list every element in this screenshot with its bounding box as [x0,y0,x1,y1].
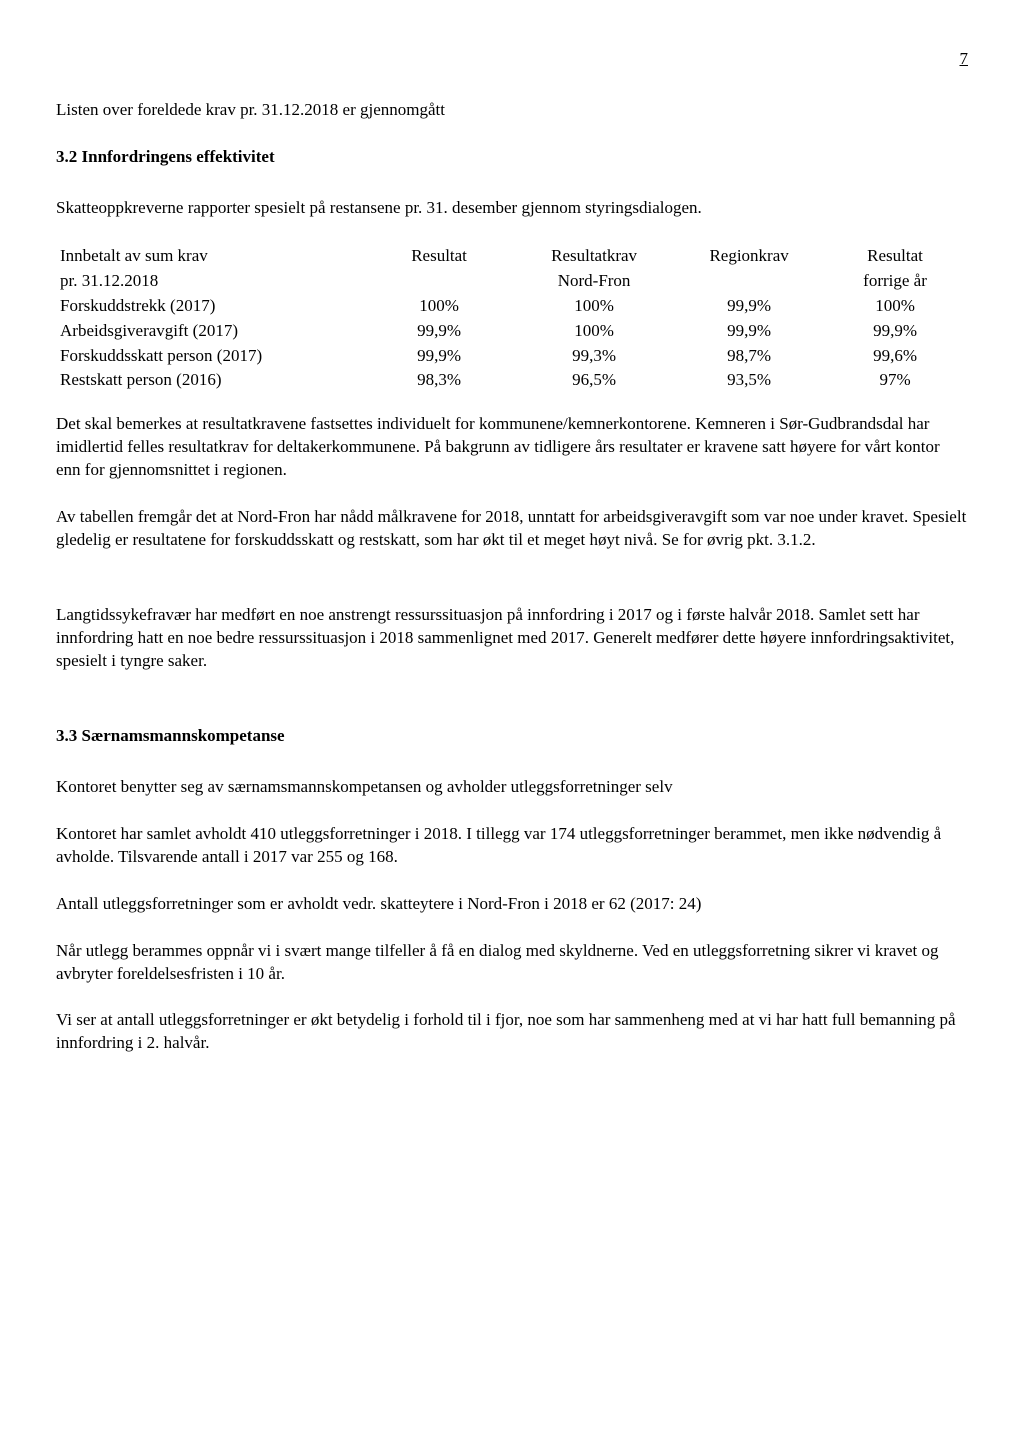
table-cell: 97% [822,368,968,393]
page-number: 7 [56,48,968,71]
section-3-3-body-5: Vi ser at antall utleggsforretninger er … [56,1009,968,1055]
section-3-2-body-3: Langtidssykefravær har medført en noe an… [56,604,968,673]
table-cell: 96,5% [512,368,676,393]
table-cell: Resultat [366,244,512,269]
section-3-3-body-1: Kontoret benytter seg av særnamsmannskom… [56,776,968,799]
results-table: Innbetalt av sum krav Resultat Resultatk… [56,244,968,394]
table-cell: 99,9% [366,344,512,369]
table-cell: 100% [822,294,968,319]
table-cell: 98,7% [676,344,822,369]
section-3-2-body-1: Det skal bemerkes at resultatkravene fas… [56,413,968,482]
section-3-3-heading: 3.3 Særnamsmannskompetanse [56,725,968,748]
table-cell [676,269,822,294]
table-cell: 98,3% [366,368,512,393]
table-row: Forskuddstrekk (2017) 100% 100% 99,9% 10… [56,294,968,319]
table-cell: 99,9% [366,319,512,344]
table-cell: Resultat [822,244,968,269]
section-3-3-body-2: Kontoret har samlet avholdt 410 utleggsf… [56,823,968,869]
section-3-3-body-4: Når utlegg berammes oppnår vi i svært ma… [56,940,968,986]
table-cell: 99,9% [676,294,822,319]
table-cell: pr. 31.12.2018 [56,269,366,294]
table-cell: 99,3% [512,344,676,369]
table-cell: 100% [512,294,676,319]
table-cell: Forskuddsskatt person (2017) [56,344,366,369]
table-cell: 93,5% [676,368,822,393]
table-cell [366,269,512,294]
section-3-2-heading: 3.2 Innfordringens effektivitet [56,146,968,169]
table-cell: 100% [512,319,676,344]
table-header-row-1: Innbetalt av sum krav Resultat Resultatk… [56,244,968,269]
table-cell: forrige år [822,269,968,294]
table-cell: 99,6% [822,344,968,369]
table-row: Restskatt person (2016) 98,3% 96,5% 93,5… [56,368,968,393]
table-cell: Nord-Fron [512,269,676,294]
table-cell: Forskuddstrekk (2017) [56,294,366,319]
table-row: Forskuddsskatt person (2017) 99,9% 99,3%… [56,344,968,369]
section-3-2-body-2: Av tabellen fremgår det at Nord-Fron har… [56,506,968,552]
table-cell: 100% [366,294,512,319]
table-cell: Regionkrav [676,244,822,269]
section-3-2-intro: Skatteoppkreverne rapporter spesielt på … [56,197,968,220]
section-3-3-body-3: Antall utleggsforretninger som er avhold… [56,893,968,916]
table-cell: 99,9% [822,319,968,344]
intro-line: Listen over foreldede krav pr. 31.12.201… [56,99,968,122]
table-header-row-2: pr. 31.12.2018 Nord-Fron forrige år [56,269,968,294]
table-cell: Resultatkrav [512,244,676,269]
table-cell: Restskatt person (2016) [56,368,366,393]
table-cell: 99,9% [676,319,822,344]
table-row: Arbeidsgiveravgift (2017) 99,9% 100% 99,… [56,319,968,344]
table-cell: Innbetalt av sum krav [56,244,366,269]
table-cell: Arbeidsgiveravgift (2017) [56,319,366,344]
